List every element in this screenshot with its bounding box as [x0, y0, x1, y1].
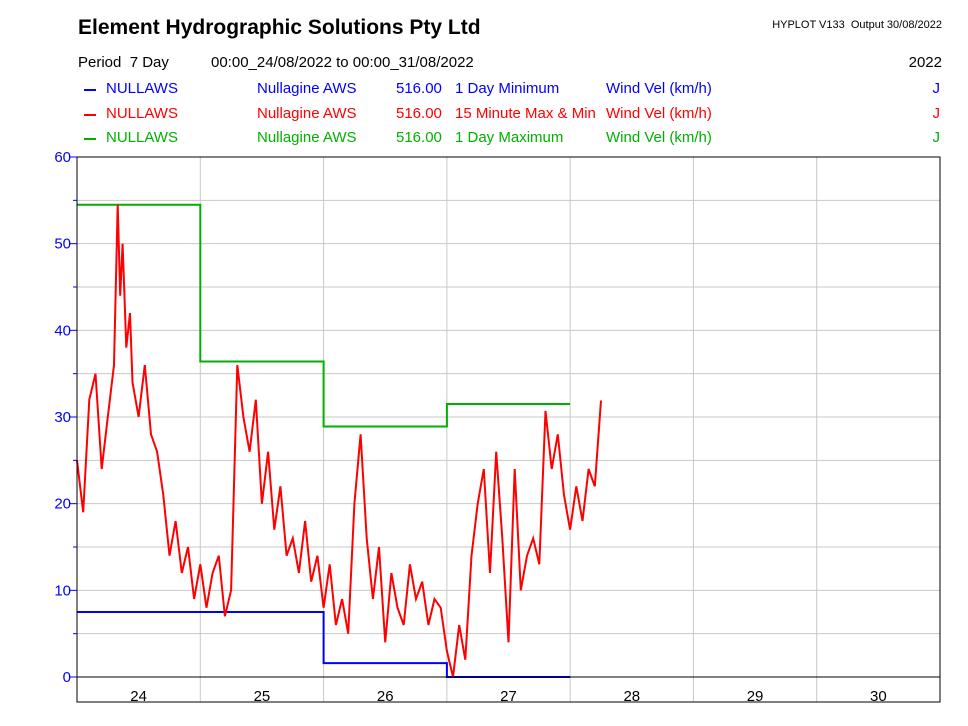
- y-tick-label: 10: [54, 582, 71, 599]
- legend-number: 516.00: [396, 129, 442, 146]
- legend-swatch: [84, 89, 96, 91]
- grid: [77, 157, 940, 702]
- y-tick-label: 0: [63, 669, 71, 686]
- legend-variable: Wind Vel (km/h): [606, 104, 712, 122]
- legend-row: NULLAWS Nullagine AWS 516.00 1 Day Minimum W…: [0, 80, 968, 100]
- legend-swatch: [84, 138, 96, 140]
- y-tick-label: 20: [54, 496, 71, 513]
- x-tick-label: 30: [870, 688, 887, 705]
- legend-row: NULLAWS Nullagine AWS 516.00 1 Day Maximum W…: [0, 129, 968, 149]
- legend-swatch: [84, 113, 96, 116]
- legend-variable: Wind Vel (km/h): [606, 129, 712, 146]
- x-tick-label: 24: [130, 688, 147, 705]
- legend-stat: 1 Day Maximum: [455, 129, 564, 146]
- x-tick-label: 25: [254, 688, 271, 705]
- series-layer: [76, 203, 602, 678]
- year-label: 2022: [908, 54, 942, 71]
- legend-stat: 1 Day Minimum: [455, 80, 560, 97]
- x-tick-label: 27: [500, 688, 517, 705]
- legend-variable: Wind Vel (km/h): [606, 80, 712, 97]
- y-tick-label: 40: [54, 322, 71, 339]
- series-line: [76, 204, 602, 678]
- legend-row: NULLAWS Nullagine AWS 516.00 15 Minute Max …: [0, 105, 968, 125]
- plot-frame: [76, 156, 941, 703]
- legend-flag: J: [932, 80, 941, 97]
- legend-stat: 15 Minute Max & Min: [455, 104, 596, 122]
- legend-number: 516.00: [396, 80, 442, 97]
- period-label: Period 7 Day: [78, 54, 169, 71]
- legend-site: NULLAWS: [106, 129, 178, 146]
- series-line: [77, 203, 571, 428]
- legend-number: 516.00: [396, 104, 442, 122]
- x-tick-label: 26: [377, 688, 394, 705]
- x-tick-label: 29: [747, 688, 764, 705]
- legend-flag: J: [932, 129, 941, 146]
- y-tick-label: 30: [54, 409, 71, 426]
- legend-site: NULLAWS: [106, 80, 178, 97]
- legend-flag: J: [932, 104, 941, 122]
- legend-station: Nullagine AWS: [257, 104, 357, 122]
- period-range: 00:00_24/08/2022 to 00:00_31/08/2022: [211, 54, 474, 71]
- x-tick-label: 28: [623, 688, 640, 705]
- legend-station: Nullagine AWS: [257, 129, 357, 146]
- y-tick-label: 50: [54, 236, 71, 253]
- legend-site: NULLAWS: [106, 104, 178, 122]
- program-version: HYPLOT V133 Output 30/08/2022: [772, 19, 942, 31]
- legend-station: Nullagine AWS: [257, 80, 357, 97]
- report-title: Element Hydrographic Solutions Pty Ltd: [78, 16, 481, 39]
- axes: 0 10 20 30 40 50 60 24 25 26 27 28 29 30: [54, 149, 941, 705]
- period-line: Period 7 Day 00:00_24/08/2022 to 00:00_31…: [78, 54, 474, 71]
- y-tick-label: 60: [54, 149, 71, 166]
